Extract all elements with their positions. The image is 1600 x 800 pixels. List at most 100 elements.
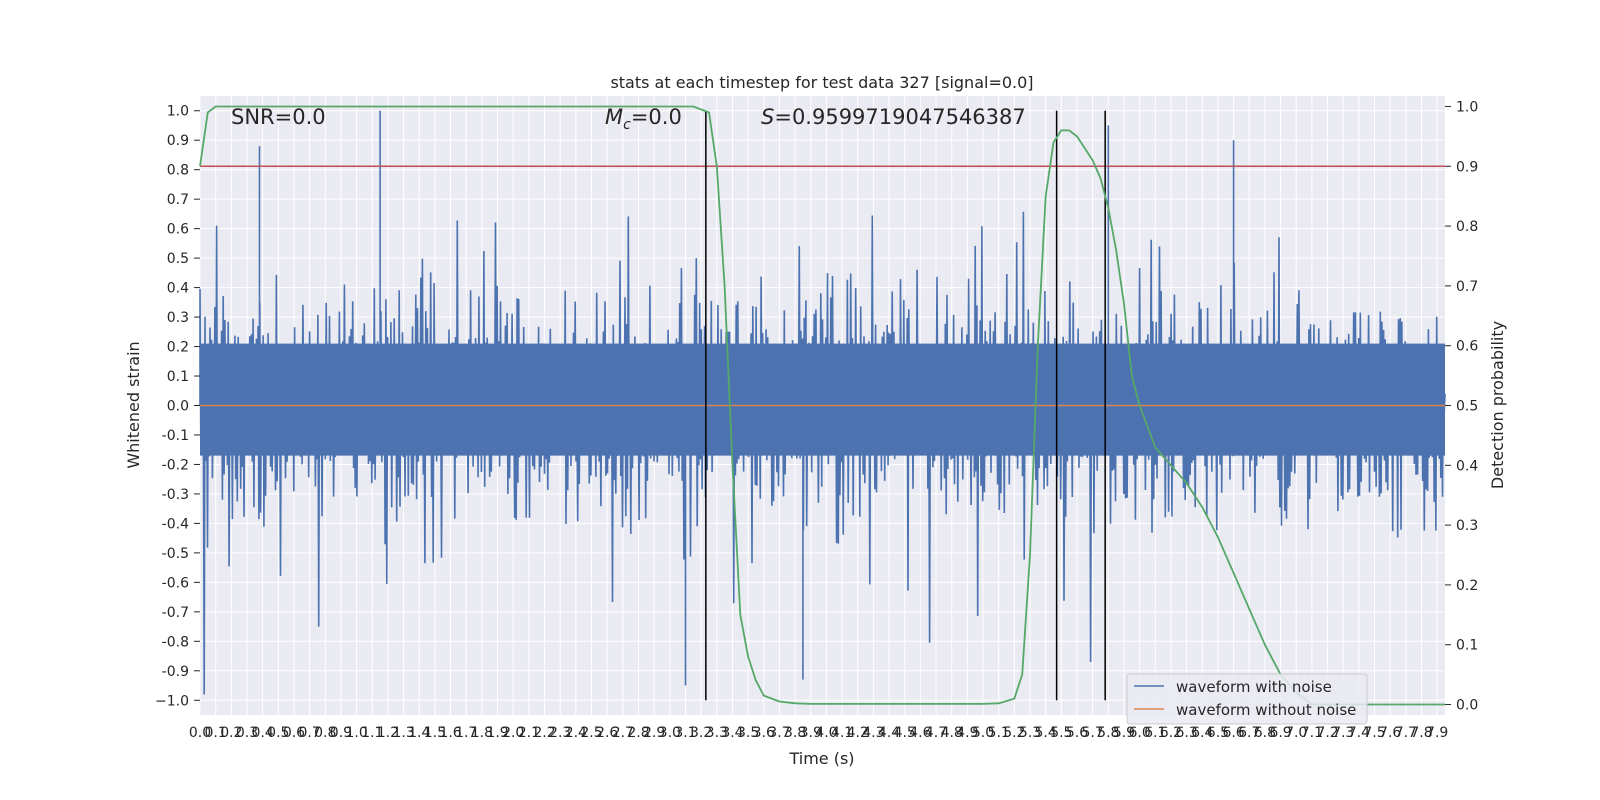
x-tick-label: 6.2 <box>1160 725 1182 741</box>
y-tick-label: -0.4 <box>162 516 189 532</box>
x-tick-label: 7.1 <box>1301 725 1323 741</box>
x-tick-label: 6.8 <box>1254 725 1276 741</box>
y-tick-label: -0.3 <box>162 487 189 503</box>
legend-box <box>1126 673 1368 725</box>
x-tick-label: 5.2 <box>1003 725 1025 741</box>
y2-tick-label: 0.6 <box>1456 339 1478 355</box>
x-tick-label: 2.3 <box>549 725 571 741</box>
x-tick-label: 6.0 <box>1128 725 1150 741</box>
mc-subscript: c <box>623 117 631 133</box>
x-tick-label: 0.1 <box>205 725 227 741</box>
y-tick-label: -0.6 <box>162 575 189 591</box>
x-tick-label: 7.6 <box>1379 725 1401 741</box>
x-tick-label: 1.8 <box>471 725 493 741</box>
x-tick-label: 2.8 <box>627 725 649 741</box>
y-tick-label: 0.0 <box>167 399 189 415</box>
x-tick-label: 1.6 <box>439 725 461 741</box>
x-tick-label: 1.5 <box>424 725 446 741</box>
x-tick-label: 2.2 <box>533 725 555 741</box>
y2-tick-label: 0.0 <box>1456 698 1478 714</box>
x-tick-label: 3.9 <box>800 725 822 741</box>
x-tick-label: 3.8 <box>784 725 806 741</box>
x-tick-label: 4.7 <box>925 725 947 741</box>
x-tick-label: 2.6 <box>596 725 618 741</box>
s-symbol: S <box>761 105 774 129</box>
x-tick-label: 3.0 <box>659 725 681 741</box>
x-tick-label: 3.6 <box>753 725 775 741</box>
x-tick-label: 7.2 <box>1316 725 1338 741</box>
x-tick-label: 1.9 <box>486 725 508 741</box>
x-tick-label: 2.7 <box>612 725 634 741</box>
y2-tick-label: 0.8 <box>1456 219 1478 235</box>
x-tick-label: 7.9 <box>1426 725 1448 741</box>
x-tick-label: 7.8 <box>1410 725 1432 741</box>
y2-tick-label: 1.0 <box>1456 99 1478 115</box>
x-tick-label: 6.7 <box>1238 725 1260 741</box>
y-tick-label: 0.4 <box>167 281 189 297</box>
x-tick-label: 5.6 <box>1066 725 1088 741</box>
y-tick-label: 0.6 <box>167 222 189 238</box>
x-tick-label: 0.6 <box>283 725 305 741</box>
x-tick-label: 7.4 <box>1348 725 1370 741</box>
x-tick-label: 4.3 <box>862 725 884 741</box>
x-tick-label: 0.3 <box>236 725 258 741</box>
x-tick-label: 5.8 <box>1097 725 1119 741</box>
x-tick-label: 2.4 <box>565 725 587 741</box>
x-tick-label: 5.5 <box>1050 725 1072 741</box>
x-tick-label: 5.9 <box>1113 725 1135 741</box>
y-tick-label: -0.2 <box>162 457 189 473</box>
y2-tick-label: 0.3 <box>1456 518 1478 534</box>
x-tick-label: 3.7 <box>768 725 790 741</box>
s-annotation: S=0.9599719047546387 <box>761 105 1026 129</box>
x-tick-label: 0.4 <box>252 725 274 741</box>
y-tick-label: 0.3 <box>167 310 189 326</box>
x-tick-label: 7.7 <box>1395 725 1417 741</box>
y2-axis-label: Detection probability <box>1488 321 1507 489</box>
y-axis-label: Whitened strain <box>124 341 143 468</box>
y2-tick-label: 0.1 <box>1456 638 1478 654</box>
x-tick-label: 3.2 <box>690 725 712 741</box>
x-tick-label: 0.0 <box>189 725 211 741</box>
x-tick-label: 4.0 <box>815 725 837 741</box>
y2-tick-label: 0.5 <box>1456 399 1478 415</box>
x-tick-label: 0.2 <box>220 725 242 741</box>
x-tick-label: 5.4 <box>1035 725 1057 741</box>
x-axis-label: Time (s) <box>788 749 854 768</box>
x-tick-label: 3.3 <box>706 725 728 741</box>
x-tick-label: 0.9 <box>330 725 352 741</box>
legend-label-clean: waveform without noise <box>1176 701 1356 719</box>
y-tick-label: 0.9 <box>167 133 189 149</box>
detection-probability-line <box>199 105 1445 706</box>
x-tick-label: 1.0 <box>345 725 367 741</box>
y-tick-label: 1.0 <box>167 104 189 120</box>
x-tick-label: 3.4 <box>721 725 743 741</box>
x-tick-label: 7.0 <box>1285 725 1307 741</box>
x-tick-label: 7.3 <box>1332 725 1354 741</box>
x-tick-label: 2.9 <box>643 725 665 741</box>
x-tick-label: 3.1 <box>674 725 696 741</box>
x-tick-label: 5.3 <box>1019 725 1041 741</box>
y2-tick-label: 0.7 <box>1456 279 1478 295</box>
y-tick-label: -0.1 <box>162 428 189 444</box>
y-tick-label: 0.5 <box>167 251 189 267</box>
y-tick-label: 0.1 <box>167 369 189 385</box>
legend: waveform with noise waveform without noi… <box>1126 673 1368 725</box>
y-tick-label: -0.9 <box>162 664 189 680</box>
x-tick-label: 2.0 <box>502 725 524 741</box>
x-tick-label: 0.5 <box>267 725 289 741</box>
y-tick-label: -0.5 <box>162 546 189 562</box>
mc-symbol: M <box>605 105 623 129</box>
x-tick-label: 1.4 <box>408 725 430 741</box>
waveform-noise-line <box>199 110 1446 695</box>
x-tick-label: 4.2 <box>847 725 869 741</box>
x-tick-label: 6.6 <box>1222 725 1244 741</box>
x-tick-label: 6.1 <box>1144 725 1166 741</box>
x-tick-label: 0.8 <box>314 725 336 741</box>
x-tick-label: 4.6 <box>909 725 931 741</box>
x-tick-label: 5.1 <box>988 725 1010 741</box>
y-tick-label: −1.0 <box>155 693 189 709</box>
x-tick-label: 2.5 <box>580 725 602 741</box>
x-tick-label: 1.1 <box>361 725 383 741</box>
x-tick-label: 5.0 <box>972 725 994 741</box>
